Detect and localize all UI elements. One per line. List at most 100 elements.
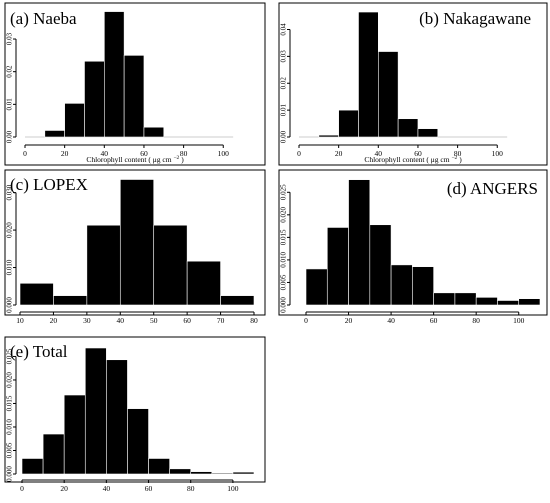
panel-4-bar-6 [412, 266, 434, 306]
panel-1-x-tick-label-3: 40 [101, 149, 109, 158]
panel-1-y-tick-label-1: 0.00 [6, 130, 14, 143]
panel-3-x-tick-label-8: 80 [250, 316, 258, 325]
panel-1-x-label-sup: −2 [173, 155, 179, 161]
panel-1-bar-2 [64, 103, 85, 138]
panel-4-bar-5 [390, 264, 413, 306]
panel-4-y-tick-label-1: 0.000 [280, 297, 288, 313]
panel-1-x-label: Chlorophyll content ( μg cm −2 ) [86, 155, 184, 164]
panel-2-bar-3 [358, 11, 379, 138]
panel-5: 0.000 0.005 0.010 0.015 0.020 0.025 0 20 40 60 80 1… [4, 336, 266, 493]
panel-5-bar-9 [190, 471, 213, 475]
panel-3-y-tick-label-2: 0.010 [6, 259, 14, 275]
panel-4-bar-1 [305, 268, 328, 306]
panel-4-bar-7 [433, 292, 456, 306]
panel-2-x-tick-label-1: 0 [297, 149, 301, 158]
panel-1-frame [4, 2, 266, 166]
panel-4: 0.000 0.005 0.010 0.015 0.020 0.025 0 20 40 60 80 1… [278, 169, 548, 325]
panel-1-x-label-text: Chlorophyll content ( μg cm [86, 155, 173, 164]
panel-4-bar-8 [454, 292, 477, 306]
panel-4-bar-2 [326, 227, 349, 306]
panel-2-y-tick-label-5: 0.04 [280, 23, 288, 36]
panel-5-y-tick-label-2: 0.005 [6, 442, 14, 458]
panel-4-y-tick-label-2: 0.005 [280, 274, 288, 290]
panel-1-y-tick-label-2: 0.01 [6, 98, 14, 111]
panel-5-bar-11 [232, 471, 255, 475]
panel-4-bar-9 [475, 297, 498, 306]
panel-2-x-tick-label-3: 40 [375, 149, 383, 158]
panel-4-frame [278, 169, 548, 316]
panel-3: 0.000 0.010 0.020 0.030 10 20 30 40 50 60 70 80 (c) … [4, 169, 266, 325]
panel-5-bar-8 [169, 468, 192, 475]
panel-1-x-tick-label-2: 20 [61, 149, 69, 158]
panel-5-x-tick-label-2: 20 [60, 484, 68, 493]
panel-3-bar-4 [119, 179, 155, 306]
panel-1-bar-5 [123, 55, 145, 138]
panel-3-bar-3 [86, 224, 121, 306]
panel-2-bar-2 [338, 109, 359, 138]
panel-2-bar-4 [378, 51, 399, 138]
panel-4-bar-4 [369, 224, 392, 306]
panel-5-bar-4 [84, 347, 107, 475]
panel-5-y-tick-label-4: 0.015 [6, 395, 14, 411]
panel-1-x-label-end: ) [179, 155, 184, 164]
panel-2-bar-6 [417, 128, 439, 138]
panel-4-y-tick-label-5: 0.020 [280, 206, 288, 222]
panel-2-title: (b) Nakagawane [419, 9, 531, 28]
panel-2-y-tick-label-3: 0.02 [280, 77, 288, 90]
panel-5-x-tick-label-3: 40 [103, 484, 111, 493]
panel-2-y-tick-label-2: 0.01 [280, 104, 288, 117]
panel-5-title: (e) Total [10, 342, 68, 361]
panel-2-x-tick-label-5: 80 [454, 149, 462, 158]
panel-5-bar-5 [106, 359, 128, 475]
panel-1-x-tick-label-4: 60 [140, 149, 148, 158]
panel-4-bar-3 [348, 179, 371, 306]
panel-1-bar-6 [143, 126, 165, 138]
panel-1-bar-4 [104, 11, 125, 138]
panel-5-bar-1 [21, 458, 44, 475]
panel-2-x-tick-label-2: 20 [335, 149, 343, 158]
panel-5-bar-6 [127, 408, 149, 475]
panel-5-frame [4, 336, 266, 483]
panel-5-x-tick-label-5: 80 [187, 484, 195, 493]
panel-5-y-tick-label-3: 0.010 [6, 419, 14, 435]
panel-1: 0.00 0.01 0.02 0.03 0 20 40 60 80 100 Chlorophyll … [4, 2, 266, 166]
panel-2-x-label-end: ) [457, 155, 462, 164]
panel-2-bar-1 [318, 134, 339, 138]
panel-2-x-label-sup: −2 [451, 155, 457, 161]
panel-4-y-tick-label-6: 0.025 [280, 184, 288, 200]
panel-4-title: (d) ANGERS [447, 179, 538, 198]
panel-2-bar-5 [397, 118, 419, 138]
panel-5-y-tick-label-6: 0.025 [6, 348, 14, 364]
panel-5-y-tick-label-1: 0.000 [6, 466, 14, 482]
panel-3-frame [4, 169, 266, 316]
panel-3-x-tick-label-5: 50 [150, 316, 158, 325]
panel-3-x-tick-label-7: 70 [217, 316, 225, 325]
panel-4-x-tick-label-3: 40 [387, 316, 395, 325]
panel-3-bar-5 [153, 224, 188, 306]
panel-3-x-tick-label-3: 30 [83, 316, 91, 325]
panel-2-x-label-text: Chlorophyll content ( μg cm [364, 155, 451, 164]
panel-5-bar-2 [42, 433, 65, 475]
panel-2-x-tick-label-4: 60 [414, 149, 422, 158]
panel-4-x-tick-label-5: 80 [472, 316, 480, 325]
panel-3-y-tick-label-4: 0.030 [6, 184, 14, 200]
panel-3-title: (c) LOPEX [10, 175, 88, 194]
panel-1-title: (a) Naeba [10, 9, 77, 28]
panel-1-bar-1 [44, 130, 65, 138]
panel-2-x-tick-label-6: 100 [492, 149, 504, 158]
panel-3-x-tick-label-4: 40 [117, 316, 125, 325]
panel-5-bar-7 [148, 458, 170, 475]
panel-5-x-tick-label-6: 100 [227, 484, 239, 493]
panel-3-bar-1 [19, 282, 54, 306]
panel-3-bar-7 [220, 295, 255, 306]
panel-5-bar-10 [211, 472, 234, 475]
panel-1-bar-3 [84, 60, 105, 138]
panel-3-x-tick-label-6: 60 [183, 316, 191, 325]
panel-1-y-tick-label-4: 0.03 [6, 32, 14, 45]
panel-2-y-tick-label-4: 0.03 [280, 50, 288, 63]
panel-4-y-tick-label-3: 0.010 [280, 252, 288, 268]
panel-4-x-tick-label-4: 60 [430, 316, 438, 325]
panel-3-y-tick-label-1: 0.000 [6, 297, 14, 313]
panel-1-y-tick-label-3: 0.02 [6, 65, 14, 78]
